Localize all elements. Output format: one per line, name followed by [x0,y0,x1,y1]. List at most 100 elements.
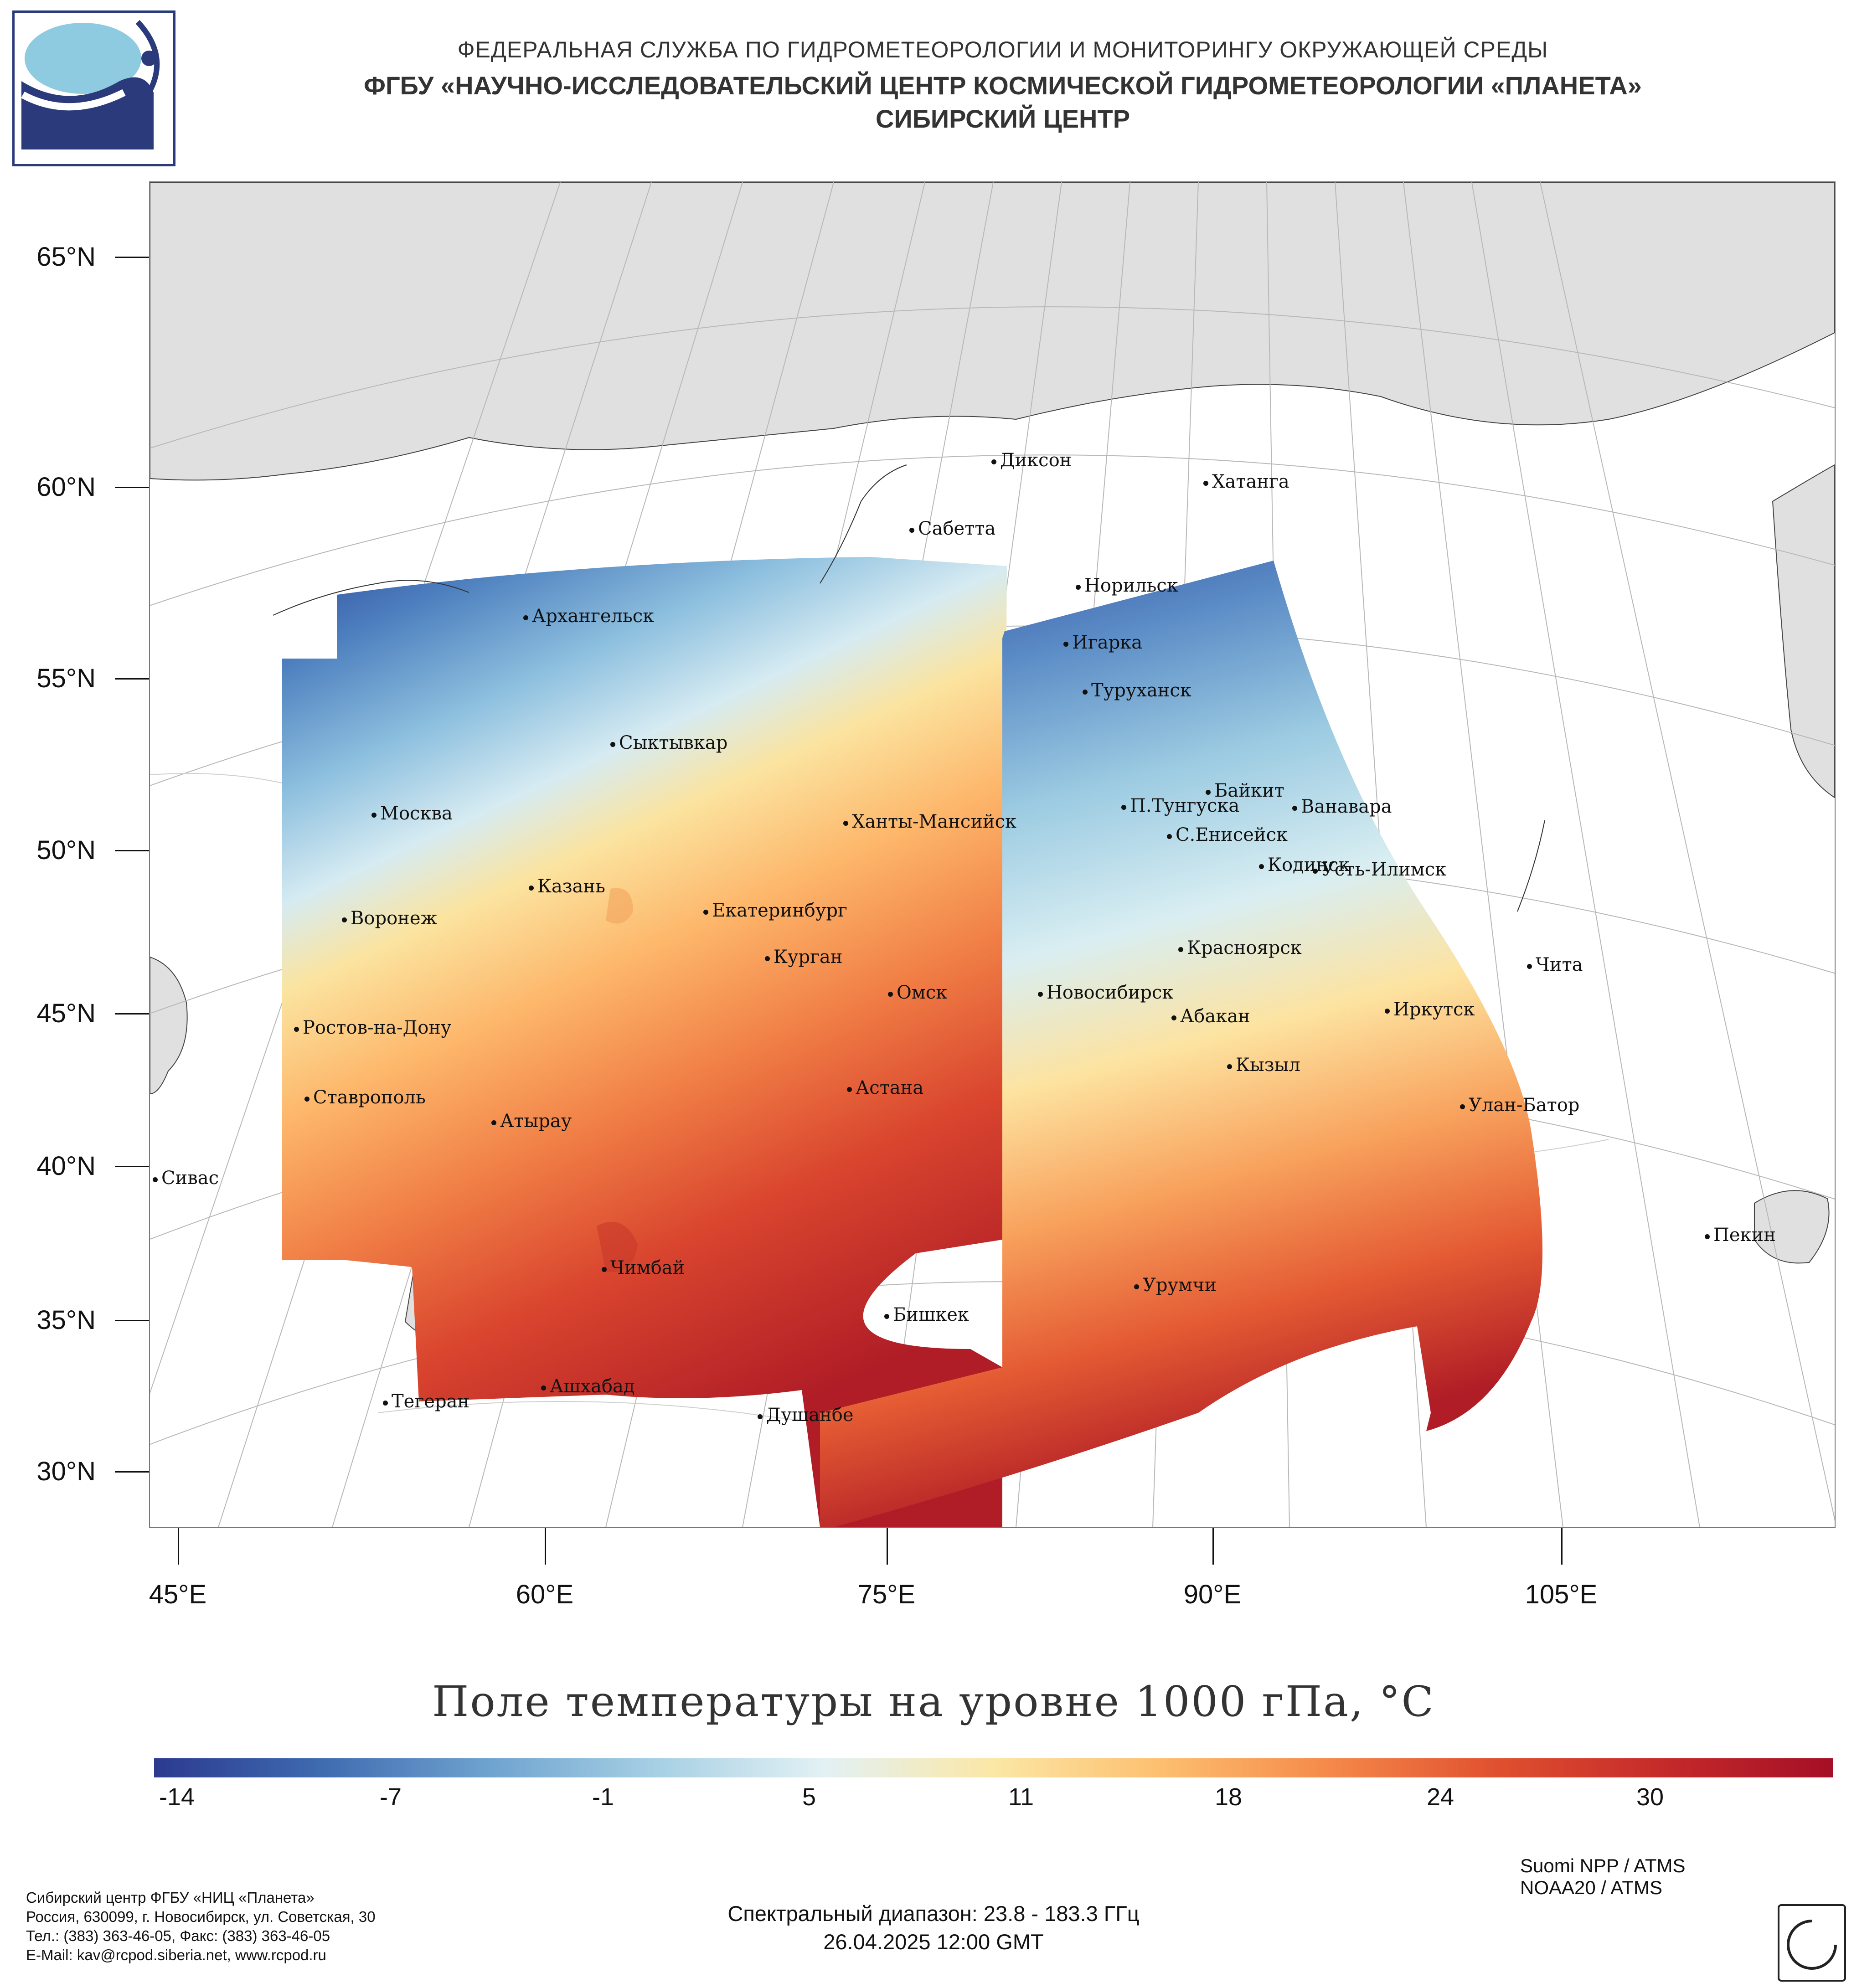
city-marker: С.Енисейск [1167,826,1288,844]
city-dot [294,1026,299,1032]
city-marker: Курган [765,948,843,966]
agency-line: ФЕДЕРАЛЬНАЯ СЛУЖБА ПО ГИДРОМЕТЕОРОЛОГИИ … [457,37,1548,62]
city-dot [1076,584,1081,590]
city-dot [1134,1284,1139,1289]
lat-tick [115,1471,149,1473]
map-title: Поле температуры на уровне 1000 гПа, °C [432,1677,1435,1726]
city-dot [523,615,528,620]
org-line: Россия, 630099, г. Новосибирск, ул. Сове… [26,1908,376,1925]
city-label: Пекин [1713,1225,1776,1246]
lon-tick [887,1528,888,1565]
city-dot [1527,963,1532,969]
city-label: Байкит [1214,780,1284,801]
lon-label-90: 90°E [1183,1580,1242,1609]
colorbar-label: -1 [592,1783,614,1811]
city-marker: Усть-Илимск [1313,860,1446,879]
city-label: Ханты-Мансийск [852,811,1017,832]
city-label: Ашхабад [550,1376,635,1397]
city-label: Кодинск [1268,855,1350,876]
city-label: Воронеж [351,908,438,929]
city-label: Сивас [161,1168,219,1189]
city-dot [342,917,347,922]
city-dot [758,1414,763,1419]
temperature-colorbar [154,1758,1833,1777]
city-label: Ставрополь [313,1087,426,1108]
city-dot [1121,804,1126,810]
colorbar-label: 5 [802,1783,816,1811]
lon-tick [1561,1528,1563,1565]
lat-tick [115,257,149,258]
city-dot [1385,1008,1390,1014]
org-line: E-Mail: kav@rcpod.siberia.net, www.rcpod… [26,1947,326,1963]
city-label: Архангельск [532,606,655,627]
city-label: Курган [774,947,843,968]
city-label: Усть-Илимск [1321,859,1447,880]
lat-tick [115,678,149,680]
org-line: Сибирский центр ФГБУ «НИЦ «Планета» [26,1889,315,1906]
city-label: Москва [380,803,453,824]
city-dot [529,885,534,891]
lon-tick [1212,1528,1214,1565]
city-dot [1206,789,1211,795]
city-dot [1063,641,1068,647]
colorbar-label: -7 [379,1783,402,1811]
lat-tick [115,850,149,851]
lat-label-45: 45°N [36,999,96,1028]
land-masses [150,182,1835,1340]
city-dot [610,742,615,747]
city-marker: Улан-Батор [1460,1096,1579,1114]
city-label: Казань [537,876,605,897]
city-label: Сыктывкар [619,732,728,753]
city-marker: Ванавара [1292,798,1392,816]
city-dot [1227,1064,1232,1069]
city-label: Игарка [1072,632,1143,653]
city-label: Душанбе [766,1405,854,1426]
city-label: Бишкек [893,1304,969,1325]
city-dot [1460,1104,1465,1109]
city-dot [843,820,848,826]
city-label: Астана [856,1077,924,1098]
lat-label-60: 60°N [36,472,96,502]
satellite-info: Suomi NPP / ATMS NOAA20 / ATMS [1520,1855,1686,1899]
satellite-line: Suomi NPP / ATMS [1520,1855,1686,1876]
lat-label-55: 55°N [36,664,96,693]
city-marker: Ашхабад [541,1377,634,1396]
city-marker: Байкит [1206,782,1284,800]
institute-line: ФГБУ «НАУЧНО-ИССЛЕДОВАТЕЛЬСКИЙ ЦЕНТР КОС… [364,71,1642,100]
city-dot [847,1087,852,1092]
lat-tick [115,487,149,488]
city-dot [909,527,914,533]
lon-label-75: 75°E [857,1580,916,1609]
lat-label-40: 40°N [36,1151,96,1181]
city-marker: Астана [847,1079,923,1097]
city-marker: Красноярск [1178,939,1302,957]
city-label: Екатеринбург [712,900,847,921]
city-dot [1167,834,1172,839]
city-marker: Воронеж [342,909,437,927]
temperature-field [282,557,1542,1527]
city-label: Новосибирск [1047,982,1174,1003]
city-label: Хатанга [1212,471,1289,492]
city-marker: Сивас [153,1169,219,1187]
city-marker: Москва [371,804,453,823]
city-label: С.Енисейск [1176,824,1288,845]
city-marker: Кызыл [1227,1056,1300,1074]
colorbar-label: 30 [1636,1783,1664,1811]
city-dot [541,1385,546,1391]
org-line: Тел.: (383) 363-46-05, Факс: (383) 363-4… [26,1927,330,1944]
city-dot [1203,480,1208,486]
city-marker: Сабетта [909,520,995,538]
city-dot [602,1267,607,1272]
city-marker: Новосибирск [1038,984,1173,1002]
city-marker: Абакан [1171,1007,1250,1025]
city-marker: Ростов-на-Дону [294,1019,451,1037]
city-dot [1083,689,1088,695]
city-marker: Атырау [491,1112,572,1130]
colorbar-label: 11 [1008,1783,1034,1811]
city-label: Чимбай [610,1257,685,1278]
colorbar-label: -14 [159,1783,195,1811]
lon-label-105: 105°E [1525,1580,1598,1609]
city-marker: Ханты-Мансийск [843,813,1016,831]
city-label: Абакан [1180,1006,1250,1027]
city-label: Ванавара [1301,796,1392,817]
